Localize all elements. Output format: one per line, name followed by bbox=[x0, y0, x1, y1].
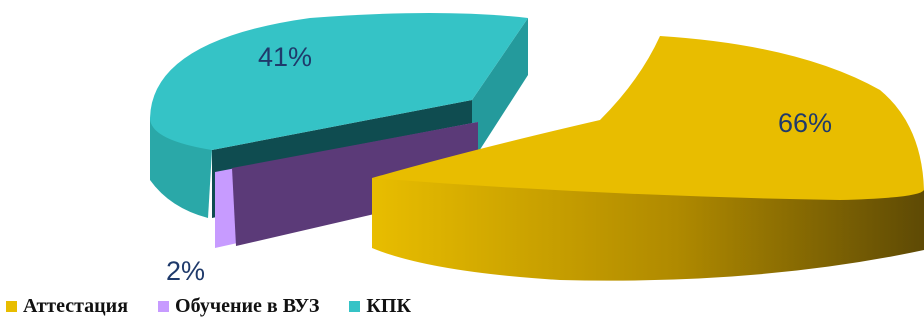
slice-kpk-rim bbox=[472, 18, 528, 162]
slice-attestaciya bbox=[372, 36, 924, 281]
legend-swatch-attestaciya bbox=[6, 300, 17, 312]
slice-vuz-inner bbox=[232, 122, 478, 246]
legend-label-vuz: Обучение в ВУЗ bbox=[175, 294, 320, 317]
legend-item-vuz: Обучение в ВУЗ bbox=[158, 295, 319, 318]
slice-attestaciya-side bbox=[372, 178, 924, 281]
legend-item-attestaciya: Аттестация bbox=[6, 295, 128, 318]
legend-swatch-vuz bbox=[158, 300, 170, 312]
slice-attestaciya-top bbox=[372, 36, 924, 200]
legend-label-attestaciya: Аттестация bbox=[23, 294, 129, 317]
legend-swatch-kpk bbox=[349, 300, 361, 312]
slice-vuz-label: 2% bbox=[166, 256, 205, 286]
slice-kpk-label: 41% bbox=[258, 42, 312, 72]
slice-kpk-top bbox=[150, 13, 528, 150]
legend-item-kpk: КПК bbox=[349, 295, 411, 318]
legend: Аттестация Обучение в ВУЗ КПК bbox=[6, 291, 411, 321]
slice-attestaciya-label: 66% bbox=[778, 108, 832, 138]
slice-vuz bbox=[215, 122, 478, 248]
legend-label-kpk: КПК bbox=[366, 294, 411, 317]
